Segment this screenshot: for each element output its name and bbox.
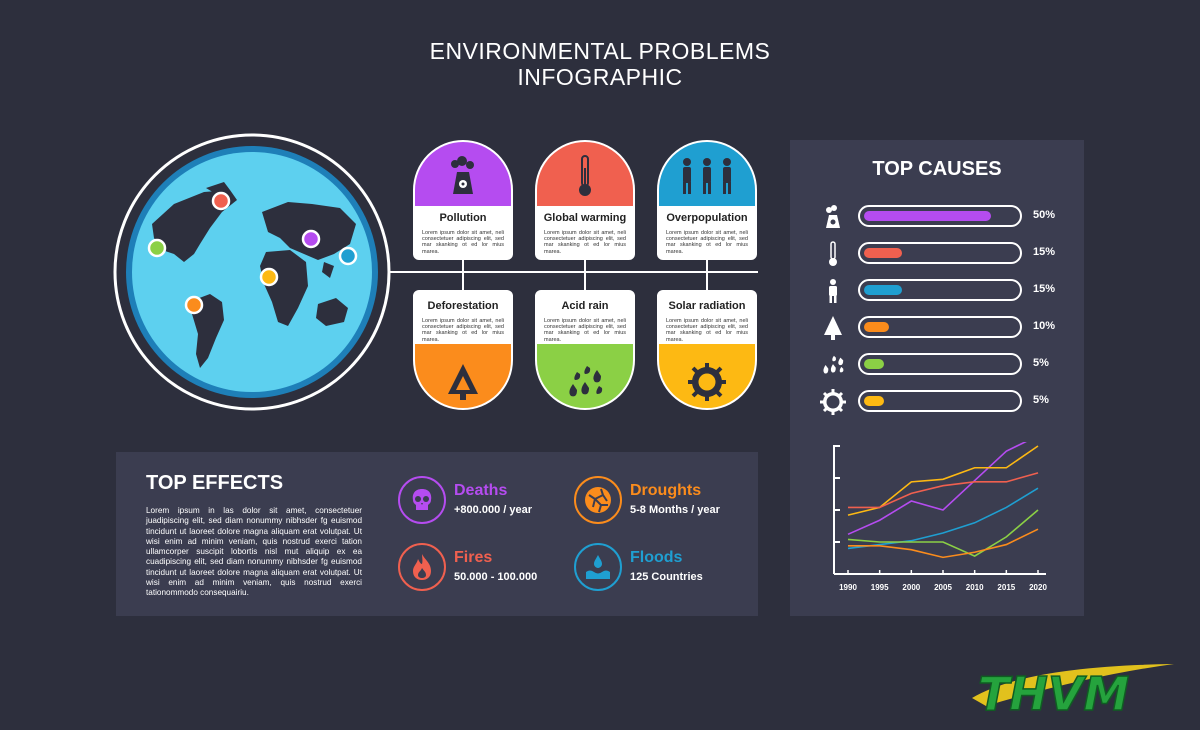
series-line	[847, 509, 1039, 557]
card-label: Solar radiation	[668, 300, 746, 312]
progress-track	[858, 205, 1022, 227]
percent-label: 15%	[1033, 246, 1056, 258]
trend-line-chart: 1990 1995 2000 2005 2010 2015 2020	[833, 442, 1047, 592]
card-text: Lorem ipsum dolor sit amet, neli consect…	[422, 318, 504, 343]
percent-label: 5%	[1033, 357, 1049, 369]
progress-fill	[864, 396, 884, 406]
card-text: Lorem ipsum dolor sit amet, neli consect…	[422, 230, 504, 255]
progress-track	[858, 242, 1022, 264]
acid-drops-icon	[820, 352, 846, 378]
tree-icon	[415, 362, 511, 402]
series-line	[847, 487, 1039, 550]
effect-value: 125 Countries	[630, 571, 703, 583]
x-tick-label: 2020	[1029, 583, 1047, 592]
effect-value: +800.000 / year	[454, 504, 532, 516]
progress-track	[858, 353, 1022, 375]
effect-value: 50.000 - 100.000	[454, 571, 538, 583]
series-line	[847, 442, 1027, 536]
top-effects-panel: TOP EFFECTS Lorem ipsum in las dolor sit…	[116, 452, 758, 616]
people-icon	[659, 156, 755, 196]
x-tick-label: 2010	[966, 583, 984, 592]
card-overpopulation[interactable]: Overpopulation Lorem ipsum dolor sit ame…	[657, 140, 757, 260]
card-label: Global warming	[543, 212, 627, 224]
x-tick-label: 2000	[902, 583, 920, 592]
percent-label: 50%	[1033, 209, 1056, 221]
cracked-earth-icon	[574, 476, 622, 524]
fire-icon	[398, 543, 446, 591]
cause-bar-overpopulation: 15%	[790, 278, 1084, 304]
progress-fill	[864, 248, 902, 258]
globe-icon	[113, 133, 391, 411]
acid-drops-icon	[537, 362, 633, 402]
sun-icon	[820, 389, 846, 415]
skull-icon	[398, 476, 446, 524]
card-global-warming[interactable]: Global warming Lorem ipsum dolor sit ame…	[535, 140, 635, 260]
flood-icon	[574, 543, 622, 591]
thermometer-icon	[537, 155, 633, 196]
effect-name: Fires	[454, 549, 493, 566]
page-title-line2: INFOGRAPHIC	[517, 64, 683, 90]
effect-name: Droughts	[630, 482, 702, 499]
logo-text: THVM	[978, 667, 1129, 718]
series-line	[848, 528, 1039, 559]
card-footer	[537, 344, 633, 408]
effect-name: Floods	[630, 549, 683, 566]
progress-track	[858, 316, 1022, 338]
cause-bar-acid-rain: 5%	[790, 352, 1084, 378]
effects-title: TOP EFFECTS	[146, 472, 284, 494]
progress-fill	[864, 359, 884, 369]
effect-fires: Fires 50.000 - 100.000	[398, 543, 568, 595]
x-tick-label: 1995	[871, 583, 889, 592]
x-tick-label: 1990	[839, 583, 857, 592]
effect-value: 5-8 Months / year	[630, 504, 720, 516]
effects-description: Lorem ipsum in las dolor sit amet, conse…	[146, 506, 362, 598]
cause-bar-deforestation: 10%	[790, 315, 1084, 341]
card-solar-radiation[interactable]: Solar radiation Lorem ipsum dolor sit am…	[657, 290, 757, 410]
sun-icon	[659, 362, 755, 402]
nuclear-plant-icon	[820, 204, 846, 230]
card-label: Deforestation	[427, 300, 499, 312]
percent-label: 15%	[1033, 283, 1056, 295]
card-pollution[interactable]: Pollution Lorem ipsum dolor sit amet, ne…	[413, 140, 513, 260]
series-line	[848, 472, 1039, 509]
progress-track	[858, 390, 1022, 412]
tree-icon	[820, 315, 846, 341]
card-text: Lorem ipsum dolor sit amet, neli consect…	[666, 230, 748, 255]
card-label: Pollution	[439, 212, 487, 224]
world-globe	[112, 132, 392, 412]
thermometer-icon	[820, 241, 846, 267]
progress-fill	[864, 211, 991, 221]
card-label: Overpopulation	[666, 212, 748, 224]
progress-fill	[864, 285, 902, 295]
card-text: Lorem ipsum dolor sit amet, neli consect…	[666, 318, 748, 343]
top-causes-panel: TOP CAUSES 50% 15% 15% 10% 5% 5% 1990 199…	[790, 140, 1084, 616]
progress-fill	[864, 322, 890, 332]
person-icon	[820, 278, 846, 304]
percent-label: 10%	[1033, 320, 1056, 332]
effect-name: Deaths	[454, 482, 508, 499]
card-acid-rain[interactable]: Acid rain Lorem ipsum dolor sit amet, ne…	[535, 290, 635, 410]
percent-label: 5%	[1033, 394, 1049, 406]
brand-logo: THVM	[966, 658, 1180, 722]
causes-title: TOP CAUSES	[872, 158, 1002, 180]
x-tick-label: 2015	[997, 583, 1015, 592]
nuclear-plant-icon	[415, 156, 511, 196]
card-text: Lorem ipsum dolor sit amet, neli consect…	[544, 230, 626, 255]
cause-bar-solar-radiation: 5%	[790, 389, 1084, 415]
x-tick-label: 2005	[934, 583, 952, 592]
card-text: Lorem ipsum dolor sit amet, neli consect…	[544, 318, 626, 343]
effect-floods: Floods 125 Countries	[574, 543, 744, 595]
cause-bar-global-warming: 15%	[790, 241, 1084, 267]
effect-droughts: Droughts 5-8 Months / year	[574, 476, 744, 528]
card-label: Acid rain	[561, 300, 609, 312]
card-deforestation[interactable]: Deforestation Lorem ipsum dolor sit amet…	[413, 290, 513, 410]
progress-track	[858, 279, 1022, 301]
effect-deaths: Deaths +800.000 / year	[398, 476, 568, 528]
cause-bar-pollution: 50%	[790, 204, 1084, 230]
page-title-line1: ENVIRONMENTAL PROBLEMS	[429, 38, 771, 64]
